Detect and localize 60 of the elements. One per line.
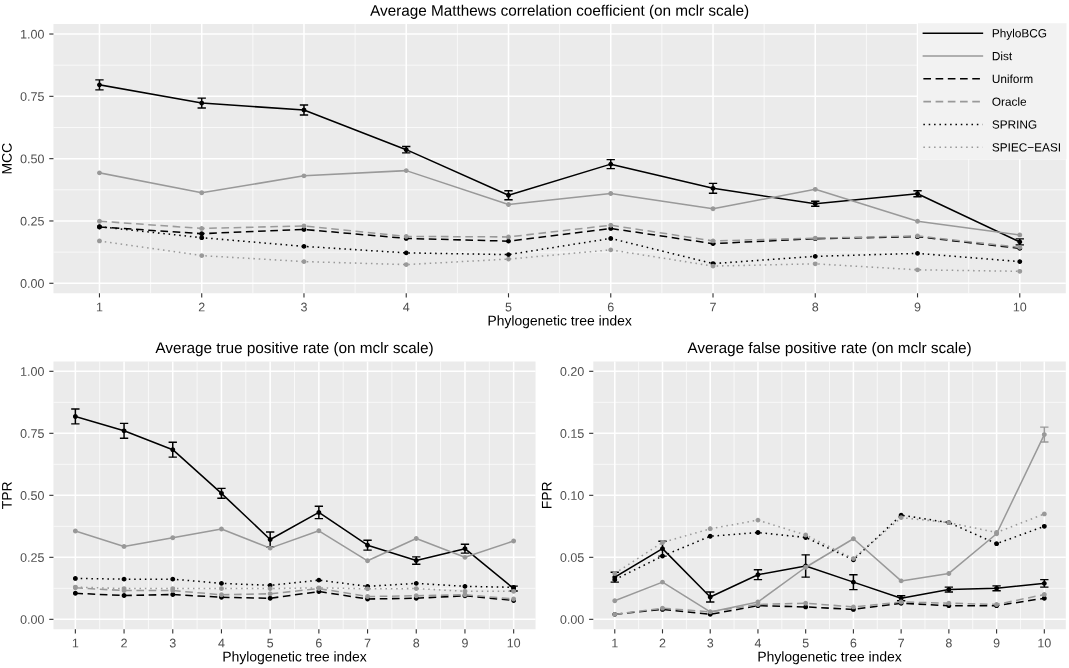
x-tick-label: 1 [96,302,103,312]
x-tick-label: 7 [898,638,904,648]
x-tick-label: 5 [505,302,512,312]
x-tick-label: 9 [914,302,921,312]
x-tick-label: 9 [462,638,468,648]
x-axis-title: Phylogenetic tree index [488,315,632,329]
x-tick-label: 3 [169,638,176,648]
legend-label: Oracle [992,97,1027,106]
y-tick-label: 0.00 [20,615,44,624]
y-tick-label: 0.25 [20,553,44,562]
chart-title: Average false positive rate (on mclr scale) [687,341,971,357]
y-tick-label: 1.00 [21,29,44,39]
x-tick-label: 4 [218,638,225,648]
y-tick-label: 0.20 [560,367,584,376]
y-axis-title: MCC [1,143,12,174]
y-axis-title: TPR [2,482,12,509]
legend-label: SPRING [992,120,1037,129]
y-tick-label: 0.50 [20,491,44,500]
x-tick-label: 10 [1038,638,1051,648]
x-tick-label: 5 [267,638,274,648]
x-tick-label: 8 [812,302,819,312]
y-tick-label: 0.75 [20,92,44,101]
x-tick-label: 3 [300,302,307,312]
x-tick-label: 2 [198,302,205,312]
x-tick-label: 7 [710,302,716,312]
y-tick-label: 0.00 [20,279,44,288]
chart-title: Average Matthews correlation coefficient (on mclr scale) [370,4,749,19]
y-tick-label: 0.25 [20,216,44,226]
x-tick-label: 2 [121,638,127,648]
x-tick-label: 1 [612,638,618,648]
y-axis-title: FPR [541,482,552,509]
y-tick-label: 0.15 [560,429,584,438]
x-axis-title: Phylogenetic tree index [223,651,367,665]
x-tick-label: 4 [403,302,410,312]
y-tick-label: 0.50 [20,154,44,164]
legend-label: Uniform [992,74,1033,84]
legend-label: Dist [992,51,1013,61]
y-tick-label: 0.05 [560,553,584,562]
x-tick-label: 7 [364,638,371,648]
x-tick-label: 6 [850,638,857,648]
chart-title: Average true positive rate (on mclr scale) [155,341,433,357]
x-tick-label: 10 [1013,302,1027,312]
x-tick-label: 2 [659,638,666,648]
legend-label: SPIEC−EASI [992,143,1060,152]
x-tick-label: 6 [316,638,322,648]
y-tick-label: 0.75 [20,429,44,438]
y-tick-label: 0.10 [560,491,584,500]
x-tick-label: 8 [945,638,952,648]
x-axis-title: Phylogenetic tree index [758,651,902,665]
x-tick-label: 10 [507,638,521,648]
x-tick-label: 5 [802,638,809,648]
y-tick-label: 1.00 [21,367,44,376]
legend-label: PhyloBCG [992,28,1047,40]
y-tick-label: 0.00 [560,615,584,624]
x-tick-label: 4 [754,638,762,648]
x-tick-label: 1 [72,638,79,648]
x-tick-label: 6 [607,302,614,312]
x-tick-label: 8 [413,638,420,648]
x-tick-label: 3 [707,638,714,648]
x-tick-label: 9 [993,638,1000,648]
